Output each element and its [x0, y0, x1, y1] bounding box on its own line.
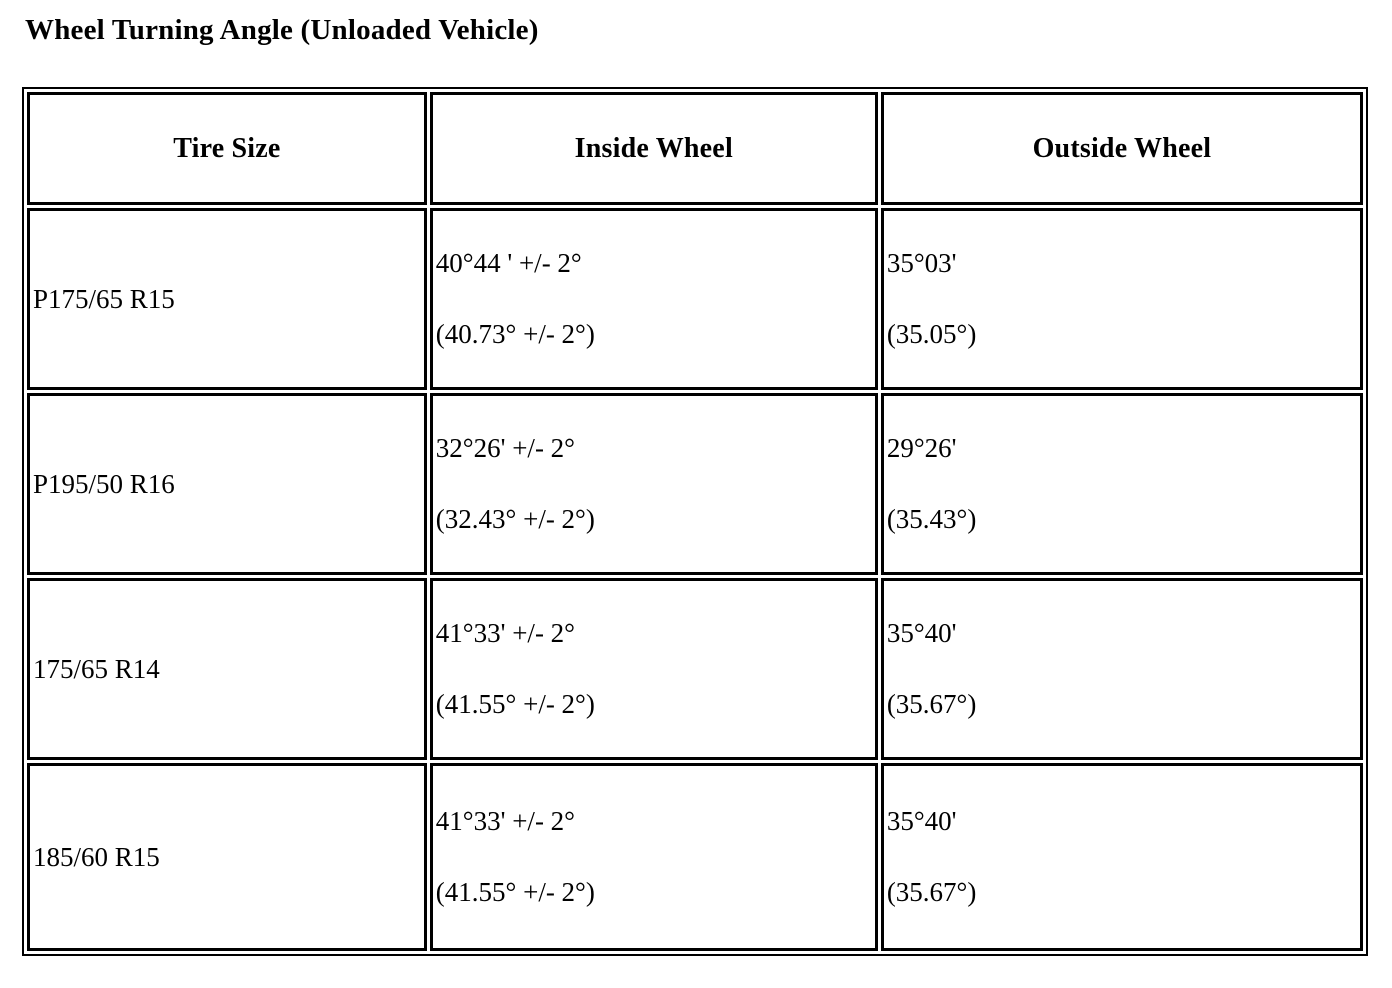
- angle-minutes-value: 41°33' +/- 2°: [435, 618, 575, 649]
- angle-decimal-value: (35.67°): [886, 877, 977, 908]
- inside-wheel-cell: 32°26' +/- 2° (32.43° +/- 2°): [429, 393, 878, 576]
- wheel-turning-angle-table: Tire Size Inside Wheel Outside Wheel P17…: [22, 87, 1368, 957]
- tire-size-cell: 185/60 R15: [27, 763, 427, 952]
- table-row: P195/50 R16 32°26' +/- 2° (32.43° +/- 2°…: [27, 393, 1363, 576]
- tire-size-cell: 175/65 R14: [27, 578, 427, 761]
- inside-wheel-cell: 40°44 ' +/- 2° (40.73° +/- 2°): [429, 208, 878, 391]
- table-row: 185/60 R15 41°33' +/- 2° (41.55° +/- 2°)…: [27, 763, 1363, 952]
- angle-decimal-value: (35.43°): [886, 504, 977, 535]
- outside-wheel-cell: 29°26' (35.43°): [880, 393, 1363, 576]
- column-header-outside-wheel: Outside Wheel: [880, 92, 1363, 206]
- outside-wheel-cell: 35°40' (35.67°): [880, 763, 1363, 952]
- angle-minutes-value: 29°26': [886, 433, 957, 464]
- angle-decimal-value: (35.05°): [886, 319, 977, 350]
- outside-wheel-cell: 35°03' (35.05°): [880, 208, 1363, 391]
- page-title: Wheel Turning Angle (Unloaded Vehicle): [25, 14, 539, 46]
- angle-minutes-value: 41°33' +/- 2°: [435, 806, 575, 837]
- angle-minutes-value: 32°26' +/- 2°: [435, 433, 575, 464]
- column-header-tire-size: Tire Size: [27, 92, 427, 206]
- inside-wheel-cell: 41°33' +/- 2° (41.55° +/- 2°): [429, 763, 878, 952]
- angle-decimal-value: (41.55° +/- 2°): [435, 877, 595, 908]
- angle-decimal-value: (40.73° +/- 2°): [435, 319, 595, 350]
- angle-decimal-value: (41.55° +/- 2°): [435, 689, 595, 720]
- table-row: 175/65 R14 41°33' +/- 2° (41.55° +/- 2°)…: [27, 578, 1363, 761]
- angle-decimal-value: (35.67°): [886, 689, 977, 720]
- outside-wheel-cell: 35°40' (35.67°): [880, 578, 1363, 761]
- angle-minutes-value: 35°40': [886, 806, 957, 837]
- angle-decimal-value: (32.43° +/- 2°): [435, 504, 595, 535]
- tire-size-cell: P195/50 R16: [27, 393, 427, 576]
- column-header-inside-wheel: Inside Wheel: [429, 92, 878, 206]
- angle-minutes-value: 35°40': [886, 618, 957, 649]
- angle-minutes-value: 40°44 ' +/- 2°: [435, 248, 582, 279]
- table-row: P175/65 R15 40°44 ' +/- 2° (40.73° +/- 2…: [27, 208, 1363, 391]
- inside-wheel-cell: 41°33' +/- 2° (41.55° +/- 2°): [429, 578, 878, 761]
- angle-minutes-value: 35°03': [886, 248, 957, 279]
- tire-size-cell: P175/65 R15: [27, 208, 427, 391]
- header-row: Tire Size Inside Wheel Outside Wheel: [27, 92, 1363, 206]
